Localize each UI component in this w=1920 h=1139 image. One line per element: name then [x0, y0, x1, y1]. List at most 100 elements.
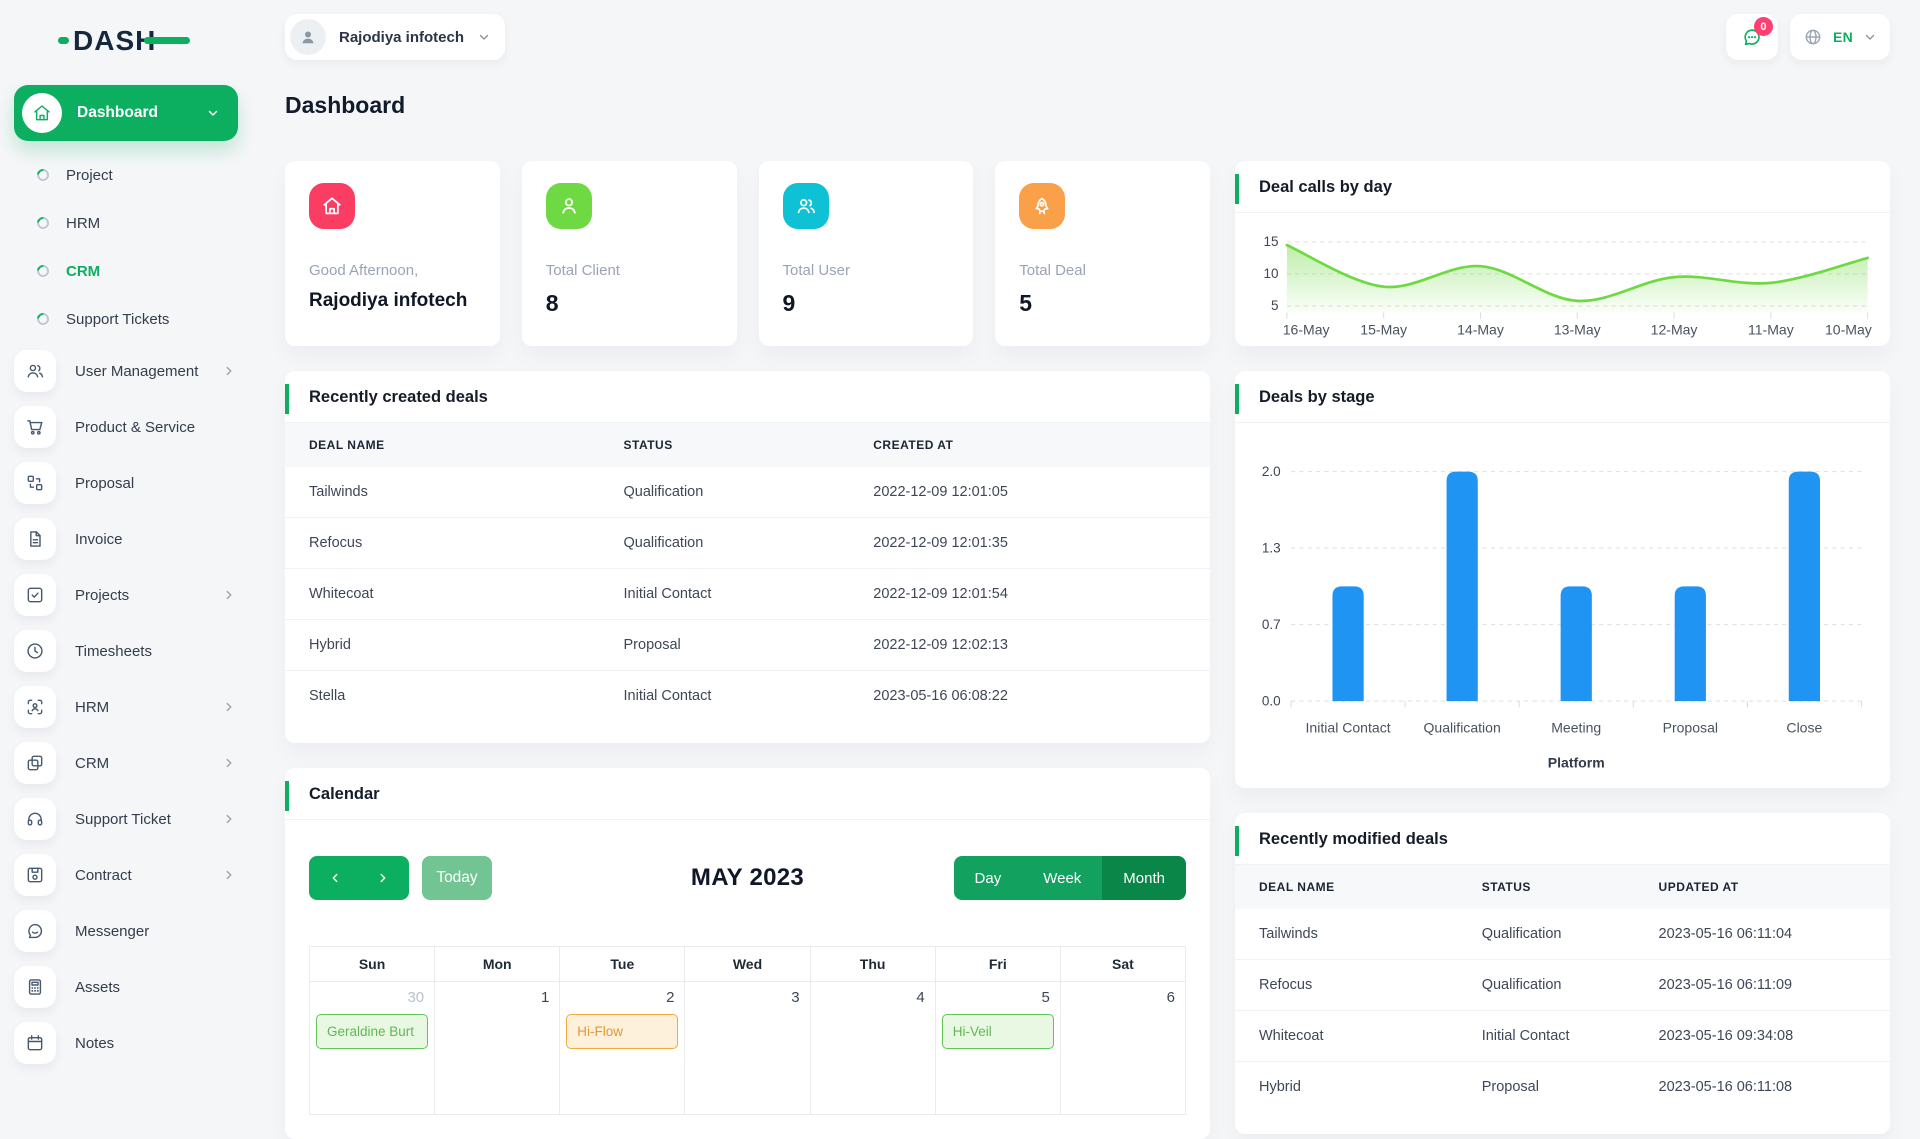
calendar-icon: [27, 1035, 43, 1051]
cell-date: 2023-05-16 09:34:08: [1634, 1010, 1890, 1063]
swap-icon-wrap: [14, 462, 56, 504]
sidebar-item-product-service[interactable]: Product & Service: [0, 399, 260, 455]
stat-label: Total Deal: [1019, 262, 1086, 279]
person-icon: [302, 31, 314, 44]
column-header: CREATED AT: [849, 423, 1210, 467]
clock-icon: [27, 643, 43, 659]
deals-by-stage-chart: 0.0 0.7 1.3 2.0 Initial Contact Qualification…: [1235, 423, 1890, 788]
stat-value: 9: [782, 290, 796, 316]
calendar-today-button[interactable]: Today: [422, 856, 492, 900]
content-grid: Good Afternoon, Rajodiya infotech Total …: [285, 161, 1890, 1139]
company-name: Rajodiya infotech: [339, 28, 465, 46]
table-row: Refocus Qualification 2023-05-16 06:11:09: [1235, 959, 1890, 1012]
calendar-day-cell[interactable]: 6: [1059, 981, 1187, 1115]
sidebar-item-label: Support Ticket: [75, 810, 171, 828]
calendar-view-day[interactable]: Day: [953, 856, 1023, 900]
calendar-day-cell[interactable]: 5 Hi-Veil: [934, 981, 1061, 1115]
sidebar-item-label: HRM: [75, 698, 110, 716]
column-header: DEAL NAME: [1235, 865, 1458, 910]
calendar-day-cell[interactable]: 30 Geraldine Burt: [308, 981, 436, 1115]
left-column: Good Afternoon, Rajodiya infotech Total …: [285, 161, 1210, 1139]
sidebar-item-notes[interactable]: Notes: [0, 1015, 260, 1071]
calendar-view-month[interactable]: Month: [1102, 856, 1186, 900]
calendar-day-cell[interactable]: 1: [434, 981, 561, 1115]
cell-date: 2023-05-16 06:11:04: [1634, 909, 1890, 961]
headset-icon-wrap: [14, 798, 56, 840]
svg-text:12-May: 12-May: [1651, 321, 1698, 337]
notification-badge: 0: [1753, 17, 1773, 36]
calendar-view-week[interactable]: Week: [1022, 856, 1103, 900]
sidebar-item-hrm[interactable]: HRM: [0, 679, 260, 735]
sidebar-item-assets[interactable]: Assets: [0, 959, 260, 1015]
cell-deal-name: Hybrid: [1259, 1079, 1301, 1096]
cell-date: 2023-05-16 06:11:09: [1634, 959, 1890, 1012]
sidebar-item-label: Support Tickets: [66, 310, 170, 328]
messages-button[interactable]: 0: [1725, 14, 1778, 60]
cart-icon-wrap: [14, 406, 56, 448]
language-selector[interactable]: EN: [1789, 14, 1890, 60]
svg-text:Initial Contact: Initial Contact: [1306, 719, 1391, 735]
sidebar-item-support-ticket[interactable]: Support Ticket: [0, 791, 260, 847]
cell-date: 2022-12-09 12:01:05: [849, 467, 1210, 518]
calendar-event[interactable]: Hi-Veil: [941, 1014, 1054, 1049]
users-icon: [27, 364, 44, 378]
sidebar-item-crm[interactable]: CRM: [0, 247, 260, 295]
headset-icon: [27, 812, 43, 826]
sidebar-item-dashboard[interactable]: Dashboard: [14, 85, 238, 141]
deals-by-stage-card: Deals by stage 0.0 0.7 1.3 2.0 Initial Conta…: [1235, 371, 1890, 789]
calendar-prev-button[interactable]: [328, 871, 342, 885]
sidebar-item-hrm[interactable]: HRM: [0, 199, 260, 247]
calendar-view-switch: Day Week Month: [953, 856, 1186, 900]
calendar-day-cell[interactable]: 2 Hi-Flow: [559, 981, 686, 1115]
right-column: Deal calls by day 5 10 15 16-May 15-May 14-Ma…: [1235, 161, 1890, 1135]
svg-text:0.7: 0.7: [1262, 617, 1281, 632]
cell-deal-name: Stella: [309, 688, 346, 704]
sidebar-item-timesheets[interactable]: Timesheets: [0, 623, 260, 679]
sidebar-item-proposal[interactable]: Proposal: [0, 455, 260, 511]
calendar-next-button[interactable]: [376, 871, 390, 885]
sidebar-item-project[interactable]: Project: [0, 151, 260, 199]
date-number: 1: [540, 989, 550, 1006]
company-selector[interactable]: Rajodiya infotech: [285, 14, 506, 60]
dash-logo-icon: DASH: [58, 25, 190, 56]
sidebar-item-label: HRM: [66, 214, 101, 232]
cell-status: Initial Contact: [599, 568, 850, 620]
home-icon: [34, 105, 50, 121]
calendar-day-cell[interactable]: 4: [809, 981, 936, 1115]
stat-card-total-deal: Total Deal 5: [995, 161, 1210, 346]
sidebar-item-contract[interactable]: Contract: [0, 847, 260, 903]
svg-text:Close: Close: [1786, 719, 1822, 735]
calendar-nav-buttons[interactable]: [309, 856, 409, 900]
svg-text:10: 10: [1264, 266, 1279, 281]
calendar-event[interactable]: Hi-Flow: [566, 1014, 679, 1049]
table-row: Hybrid Proposal 2022-12-09 12:02:13: [285, 619, 1210, 671]
cell-deal-name: Tailwinds: [1235, 909, 1458, 961]
sidebar-item-user-management[interactable]: User Management: [0, 343, 260, 399]
svg-text:16-May: 16-May: [1283, 321, 1330, 337]
stat-value: Rajodiya infotech: [309, 290, 468, 311]
column-header: UPDATED AT: [1634, 865, 1890, 910]
recently-modified-deals-card: Recently modified deals DEAL NAME STATUS U…: [1235, 813, 1890, 1135]
sidebar-item-invoice[interactable]: Invoice: [0, 511, 260, 567]
deal-calls-title: Deal calls by day: [1235, 161, 1890, 213]
cell-status: Qualification: [599, 467, 850, 518]
cell-date: 2022-12-09 12:01:35: [849, 517, 1210, 569]
stat-label: Total Client: [545, 262, 620, 279]
sidebar-item-crm[interactable]: CRM: [0, 735, 260, 791]
sidebar-item-support-tickets[interactable]: Support Tickets: [0, 295, 260, 343]
language-code: EN: [1832, 29, 1853, 45]
chevron-right-icon: [380, 873, 386, 883]
cell-deal-name: Hybrid: [285, 619, 600, 671]
calendar-event[interactable]: Geraldine Burt: [316, 1014, 429, 1049]
home-icon: [323, 197, 341, 215]
sidebar-item-projects[interactable]: Projects: [0, 567, 260, 623]
users-icon-wrap: [782, 183, 829, 229]
sidebar-item-messenger[interactable]: Messenger: [0, 903, 260, 959]
sidebar-item-label: Assets: [75, 978, 121, 996]
swap-icon: [27, 475, 43, 491]
chevron-left-icon: [332, 873, 338, 883]
cell-deal-name: Whitecoat: [1235, 1010, 1458, 1063]
calendar-title: Calendar: [285, 768, 1210, 820]
sidebar-item-label: CRM: [66, 262, 101, 280]
calendar-day-cell[interactable]: 3: [684, 981, 811, 1115]
